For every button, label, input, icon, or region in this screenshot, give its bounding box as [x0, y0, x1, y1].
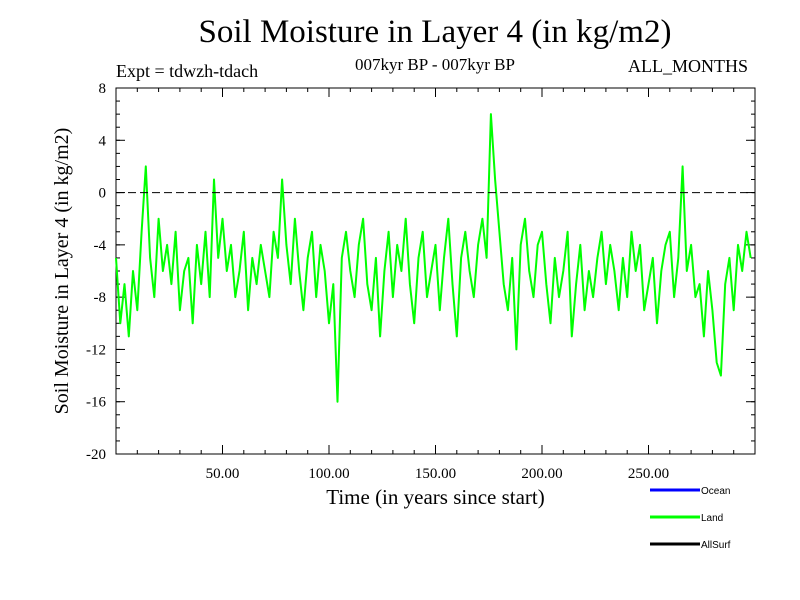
y-tick-label: -8 [94, 290, 107, 306]
y-tick-label: 8 [99, 81, 107, 97]
y-tick-label: 4 [99, 133, 107, 149]
y-tick-label: 0 [99, 186, 107, 202]
legend-label-ocean: Ocean [701, 486, 730, 497]
y-tick-label: -4 [94, 238, 107, 254]
x-tick-label: 50.00 [206, 466, 240, 482]
experiment-label: Expt = tdwzh-tdach [116, 61, 259, 81]
plot-frame [115, 87, 756, 455]
x-tick-label: 100.00 [308, 466, 349, 482]
x-tick-label: 250.00 [628, 466, 669, 482]
y-tick-label: -20 [86, 447, 106, 463]
chart-title: Soil Moisture in Layer 4 (in kg/m2) [198, 14, 672, 50]
x-tick-label: 200.00 [521, 466, 562, 482]
legend-label-land: Land [701, 513, 723, 524]
y-tick-label: -12 [86, 342, 106, 358]
y-axis-title: Soil Moisture in Layer 4 (in kg/m2) [51, 128, 73, 415]
y-tick-label: -16 [86, 395, 106, 411]
legend-label-allsurf: AllSurf [701, 540, 731, 551]
x-tick-label: 150.00 [415, 466, 456, 482]
series-line-land [115, 113, 752, 403]
period-label: 007kyr BP - 007kyr BP [355, 55, 515, 74]
months-label: ALL_MONTHS [628, 56, 748, 76]
x-axis-title: Time (in years since start) [326, 485, 545, 509]
